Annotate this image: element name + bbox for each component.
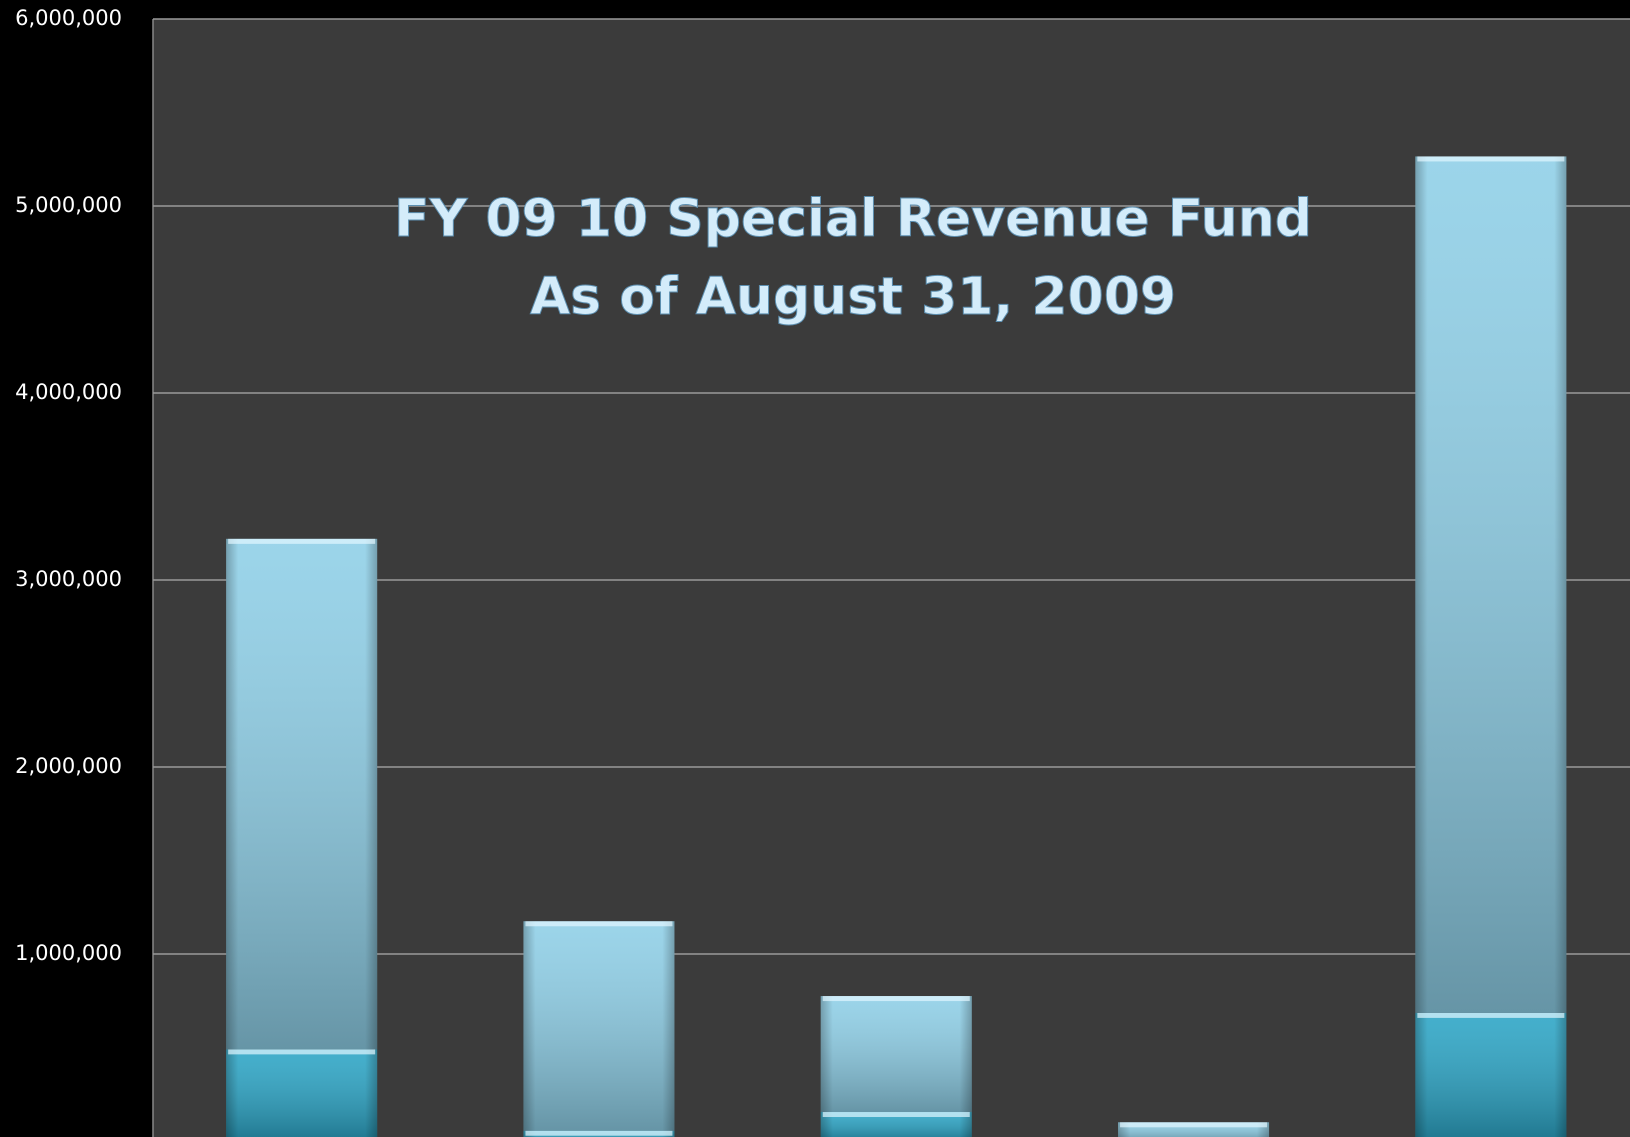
- bar-highlight: [1120, 1122, 1268, 1128]
- y-tick-label: 2,000,000: [15, 754, 122, 778]
- bar-highlight: [1417, 156, 1565, 162]
- bar-highlight: [525, 1130, 673, 1136]
- bar-highlight: [1417, 1012, 1565, 1018]
- chart-title: FY 09 10 Special Revenue Fund: [394, 189, 1312, 249]
- y-tick-label: 6,000,000: [15, 6, 122, 30]
- bar-highlight: [228, 1049, 376, 1055]
- bar-highlight: [822, 1112, 970, 1118]
- bar-highlight: [525, 921, 673, 927]
- bar-highlight: [822, 996, 970, 1002]
- bar-edge: [523, 921, 675, 1131]
- y-tick-label: 5,000,000: [15, 193, 122, 217]
- y-tick-label: 4,000,000: [15, 380, 122, 404]
- bar-edge: [820, 996, 972, 1113]
- y-tick-label: 3,000,000: [15, 567, 122, 591]
- bar-edge: [226, 538, 378, 1050]
- bar-edge: [1415, 156, 1567, 1013]
- bar-edge: [226, 1049, 378, 1137]
- y-tick-label: 1,000,000: [15, 941, 122, 965]
- bars: [226, 156, 1567, 1137]
- bar-edge: [1415, 1012, 1567, 1137]
- grid: [153, 18, 1630, 955]
- chart-subtitle: As of August 31, 2009: [530, 267, 1176, 327]
- bar-highlight: [228, 538, 376, 544]
